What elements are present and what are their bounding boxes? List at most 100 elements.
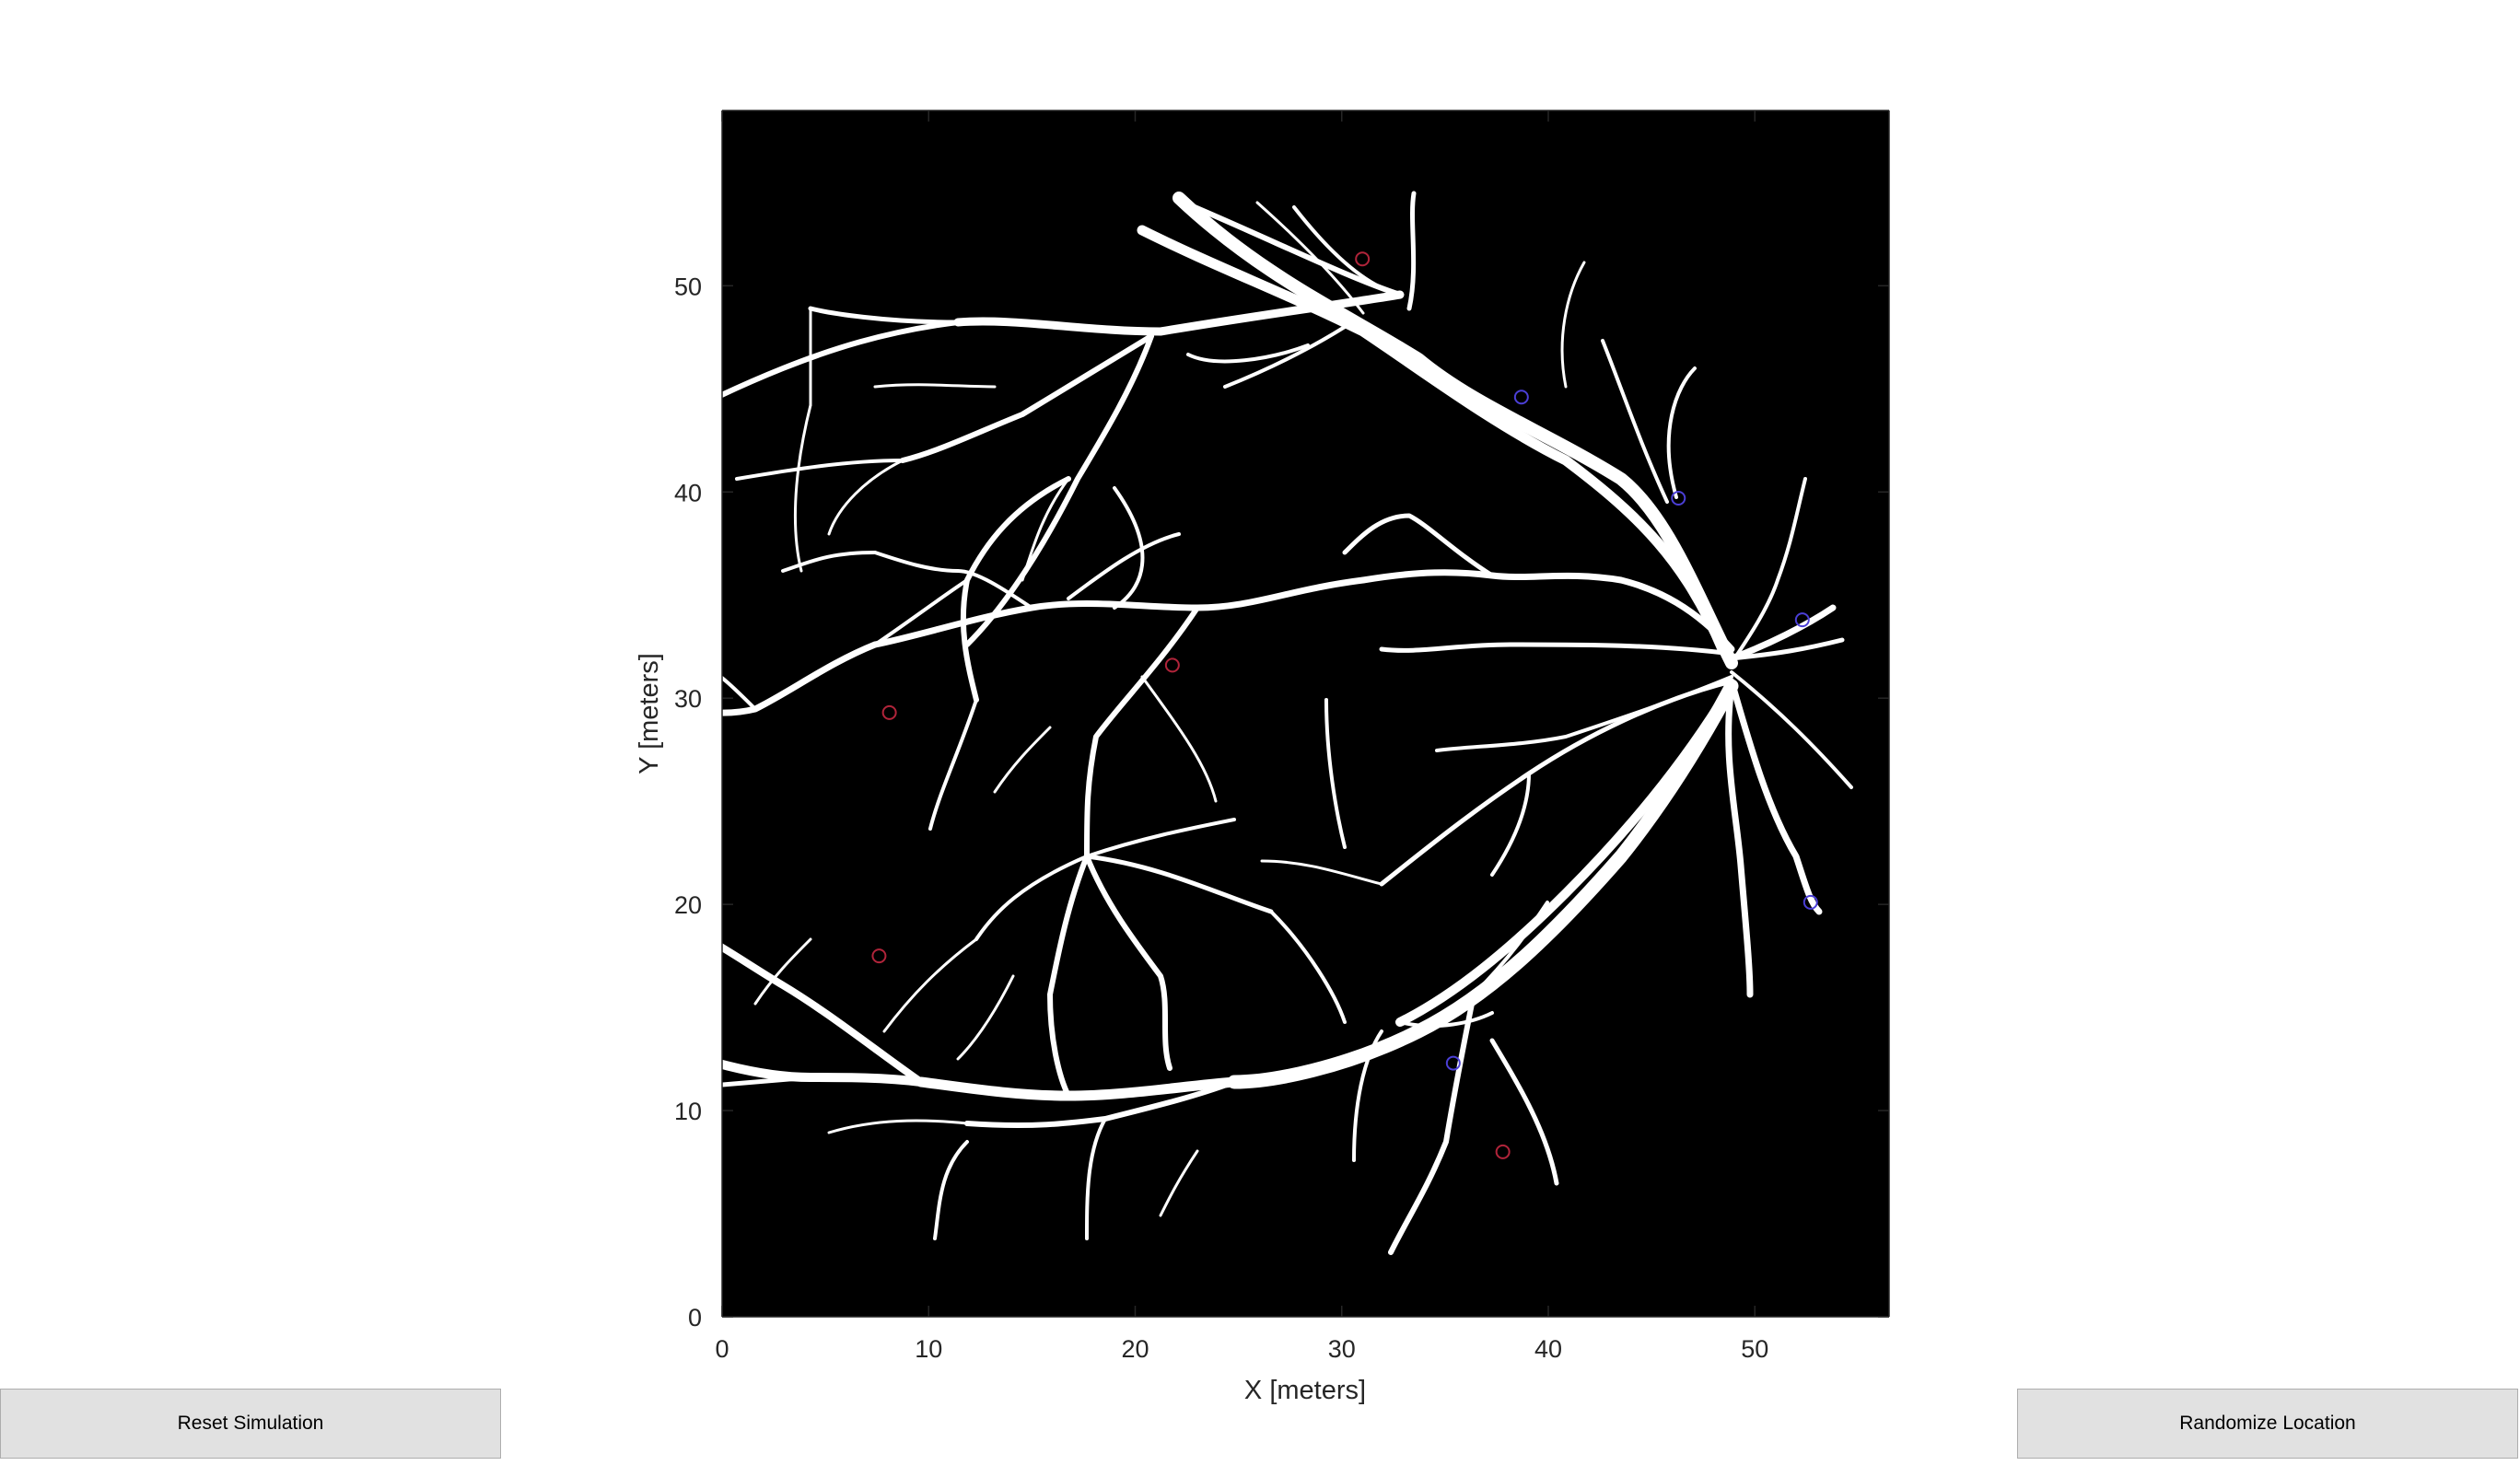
vessel-segment	[1085, 1117, 1107, 1240]
x-tick-label: 20	[1121, 1335, 1149, 1363]
vessel-segment	[827, 1119, 969, 1134]
vessel-segment	[1084, 854, 1274, 914]
vessel-segment	[1729, 637, 1845, 661]
location-marker	[881, 704, 897, 720]
marker-layer	[871, 251, 1818, 1159]
y-axis-label: Y [meters]	[635, 653, 664, 774]
vessel-segment	[1388, 992, 1476, 1255]
vessel-segment	[964, 333, 1154, 647]
vessel-segment	[1359, 569, 1735, 653]
vessel-segment	[642, 1075, 813, 1094]
vessel-segment	[1725, 682, 1754, 998]
y-tick-label: 40	[674, 479, 702, 506]
vessel-segment	[1730, 670, 1853, 789]
vessel-segment	[698, 661, 757, 711]
vessel-segment	[753, 937, 812, 1006]
vessel-segment	[1067, 532, 1181, 600]
vessel-segment	[1085, 818, 1236, 858]
vessel-segment	[1255, 201, 1365, 315]
vessel-network	[514, 191, 1853, 1255]
vessel-segment	[1269, 910, 1347, 1024]
location-marker	[1671, 490, 1686, 506]
y-tick-label: 20	[674, 891, 702, 919]
randomize-location-button[interactable]: Randomize Location	[2017, 1389, 2518, 1459]
vessel-segment	[871, 576, 1367, 648]
location-marker	[1513, 390, 1529, 405]
vessel-segment	[1021, 477, 1070, 582]
vessel-segment	[1137, 225, 1728, 655]
vessel-segment	[660, 320, 961, 426]
x-tick-label: 0	[715, 1335, 729, 1363]
vessel-segment	[531, 854, 648, 910]
vessel-segment	[900, 333, 1154, 463]
vessel-segment	[928, 698, 978, 831]
vessel-segment	[882, 937, 978, 1033]
x-axis-label: X [meters]	[1244, 1376, 1366, 1405]
vessel-segment	[1666, 366, 1697, 499]
vessel-segment	[1260, 859, 1383, 886]
axes-frame	[721, 110, 1890, 1318]
vessel-segment	[1730, 477, 1807, 665]
x-tick-labels: 0 10 20 30 40 50	[715, 1335, 1768, 1363]
vessel-segment	[1227, 679, 1739, 1089]
vessel-segment	[1084, 854, 1172, 1071]
vessel-segment	[1406, 191, 1417, 311]
location-marker	[1495, 1144, 1511, 1159]
y-tick-label: 0	[688, 1304, 702, 1332]
vessel-segment	[1472, 901, 1549, 996]
x-tick-label: 10	[915, 1335, 942, 1363]
vessel-segment	[933, 1140, 969, 1240]
y-tick-label: 10	[674, 1098, 702, 1125]
vessel-segment	[1352, 1029, 1383, 1162]
vessel-segment	[808, 306, 961, 325]
vessel-segment	[532, 1002, 647, 1042]
location-marker	[1445, 1055, 1461, 1071]
vessel-segment	[1292, 205, 1402, 297]
vessel-segment	[993, 726, 1052, 794]
vessel-segment	[956, 974, 1015, 1061]
vessel-segment	[1489, 1038, 1559, 1186]
vessel-segment	[735, 459, 904, 481]
vessel-segment	[1223, 325, 1347, 389]
vessel-segment	[873, 551, 1033, 610]
vessel-segment	[1379, 642, 1734, 657]
vessel-segment	[1047, 854, 1090, 1099]
vessel-segment	[1728, 604, 1837, 662]
vessel-segment	[1395, 695, 1727, 1027]
location-marker	[1164, 657, 1180, 673]
location-marker	[1802, 894, 1818, 910]
vessel-segment	[1113, 486, 1145, 610]
vessel-segment	[1490, 772, 1531, 877]
y-tick-label: 50	[674, 273, 702, 300]
y-tick-label: 30	[674, 685, 702, 713]
vessel-segment	[1435, 675, 1733, 752]
vessel-segment	[1084, 605, 1200, 859]
vessel-segment	[974, 855, 1089, 941]
x-tick-label: 50	[1741, 1335, 1768, 1363]
vessel-segment	[1398, 1011, 1494, 1029]
vessel-segment	[873, 578, 969, 646]
vessel-segment	[781, 551, 877, 573]
vessel-segment	[1601, 339, 1669, 504]
location-marker	[871, 948, 887, 964]
x-tick-label: 30	[1328, 1335, 1356, 1363]
vessel-segment	[1172, 192, 1738, 669]
vessel-segment	[1560, 261, 1586, 389]
location-marker	[1355, 251, 1371, 267]
vessel-segment	[827, 459, 904, 536]
vessel-segment	[1324, 698, 1347, 849]
reset-simulation-button[interactable]: Reset Simulation	[0, 1389, 501, 1459]
vessel-segment	[873, 383, 997, 389]
y-tick-labels: 0 10 20 30 40 50	[674, 273, 702, 1332]
vessel-segment	[953, 290, 1405, 336]
vessel-segment	[641, 903, 925, 1086]
vessel-segment	[1186, 343, 1310, 364]
location-marker	[1794, 612, 1810, 628]
vessel-segment	[1159, 1149, 1199, 1217]
vessel-segment	[793, 403, 812, 573]
x-tick-label: 40	[1534, 1335, 1562, 1363]
vessel-segment	[1140, 675, 1218, 803]
vessel-segment	[1342, 513, 1495, 578]
